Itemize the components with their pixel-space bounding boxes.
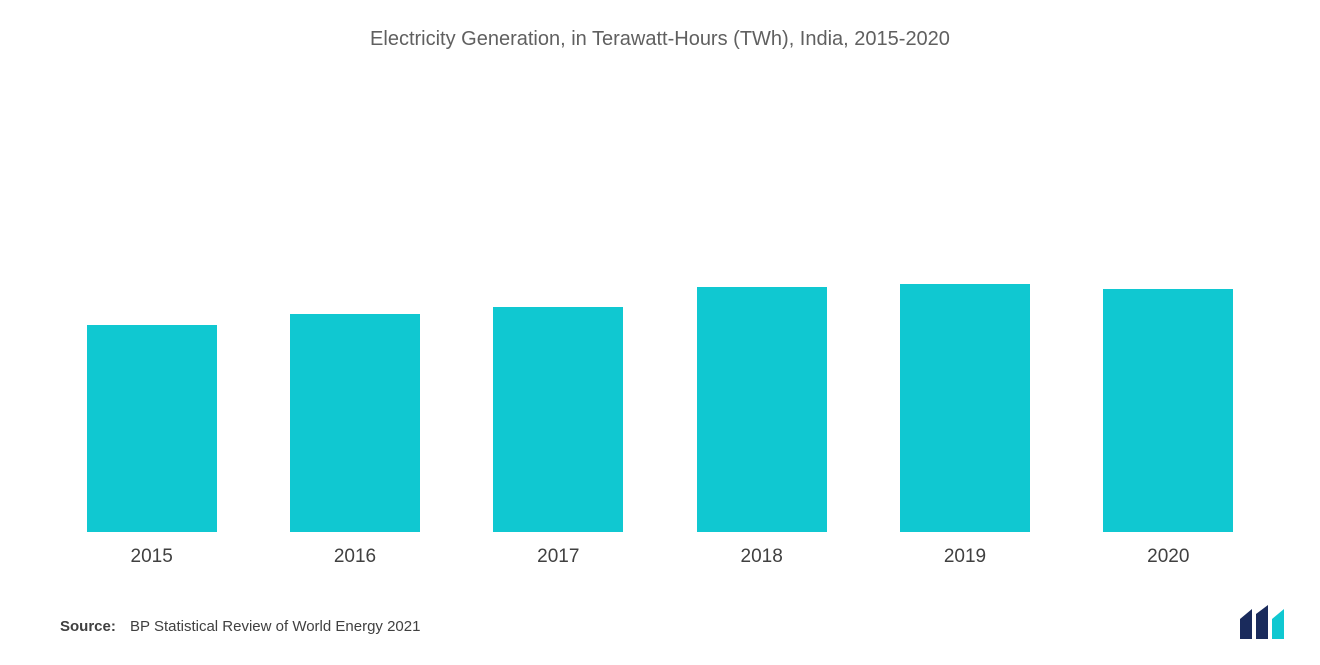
bar-group: 2018 [660, 287, 863, 568]
bar-category-label: 2016 [334, 546, 376, 568]
chart-bar [87, 325, 217, 532]
bar-category-label: 2018 [741, 546, 783, 568]
bar-group: 2019 [863, 284, 1066, 568]
chart-title: Electricity Generation, in Terawatt-Hour… [40, 28, 1280, 51]
bar-group: 2016 [253, 314, 456, 568]
bar-group: 2020 [1067, 289, 1270, 568]
bar-group: 2015 [50, 325, 253, 568]
chart-container: Electricity Generation, in Terawatt-Hour… [0, 0, 1320, 665]
bar-group: 2017 [457, 307, 660, 568]
bar-category-label: 2019 [944, 546, 986, 568]
chart-bar [1103, 289, 1233, 532]
chart-bar [493, 307, 623, 532]
source-line: Source: BP Statistical Review of World E… [40, 618, 1280, 635]
brand-logo-icon [1240, 605, 1284, 639]
chart-bar [290, 314, 420, 532]
bar-category-label: 2017 [537, 546, 579, 568]
chart-bar [697, 287, 827, 532]
source-text: BP Statistical Review of World Energy 20… [130, 618, 420, 635]
bar-category-label: 2015 [131, 546, 173, 568]
source-label: Source: [60, 618, 116, 635]
chart-plot-area: 2015 2016 2017 2018 2019 2020 [40, 91, 1280, 568]
bar-category-label: 2020 [1147, 546, 1189, 568]
chart-bar [900, 284, 1030, 532]
